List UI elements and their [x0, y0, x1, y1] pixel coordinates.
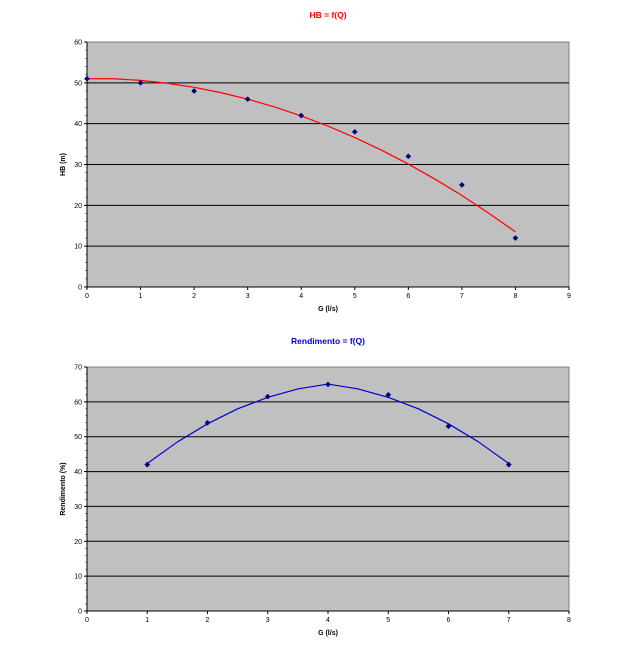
data-point [244, 96, 251, 103]
y-tick-label: 0 [78, 609, 82, 616]
x-tick-label: 4 [299, 293, 303, 300]
x-tick-label: 1 [139, 293, 143, 300]
data-point [84, 75, 90, 82]
x-tick-label: 1 [145, 617, 149, 624]
data-point [445, 423, 452, 430]
x-tick-label: 5 [353, 293, 357, 300]
data-point [325, 381, 331, 388]
x-axis-label: G (l/s) [318, 306, 338, 313]
chart-hb: HB = f(Q) 0 10 20 30 40 50 60 0 1 2 3 4 5 6 7 8 9 G (l/s) H… [0, 0, 636, 320]
data-point [144, 461, 151, 468]
y-axis-label: Rendimento (%) [60, 462, 67, 515]
x-tick-label: 8 [567, 617, 571, 624]
x-tick-label: 2 [206, 617, 210, 624]
y-tick-label: 60 [74, 40, 82, 47]
data-point [137, 79, 144, 86]
data-point [385, 391, 392, 398]
x-tick-label: 6 [406, 293, 410, 300]
data-point [351, 128, 358, 135]
data-point [505, 461, 512, 468]
x-tick-label: 7 [460, 293, 464, 300]
y-tick-label: 30 [74, 162, 82, 169]
y-tick-label: 20 [74, 539, 82, 546]
chart-title: Rendimento = f(Q) [291, 336, 365, 346]
x-axis-label: G (l/s) [318, 630, 338, 637]
y-tick-label: 60 [74, 399, 82, 406]
data-point [405, 153, 412, 160]
chart-rendimento-svg: Rendimento = f(Q) 0 10 20 30 40 50 60 70 0 1 2 3 4 5 6 7… [60, 336, 571, 637]
x-tick-label: 3 [266, 617, 270, 624]
x-tick-label: 6 [447, 617, 451, 624]
x-tick-label: 9 [567, 293, 571, 300]
y-tick-label: 40 [74, 469, 82, 476]
x-tick-label: 0 [85, 293, 89, 300]
x-tick-label: 0 [85, 617, 89, 624]
y-tick-label: 20 [74, 203, 82, 210]
plot-area [86, 366, 570, 612]
y-tick-label: 10 [74, 574, 82, 581]
x-tick-label: 4 [326, 617, 330, 624]
chart-rendimento: Rendimento = f(Q) 0 10 20 30 40 50 60 70 0 1 2 3 4 5 6 7… [0, 326, 636, 667]
data-point [264, 393, 271, 400]
data-point [458, 181, 465, 188]
x-tick-label: 5 [386, 617, 390, 624]
y-tick-label: 10 [74, 244, 82, 251]
data-point [191, 88, 198, 94]
y-tick-label: 70 [74, 365, 82, 372]
y-tick-label: 50 [74, 80, 82, 87]
x-tick-label: 7 [507, 617, 511, 624]
y-tick-label: 50 [74, 434, 82, 441]
chart-hb-svg: HB = f(Q) 0 10 20 30 40 50 60 0 1 2 3 4 5 6 7 8 9 G (l/s) H… [60, 10, 571, 313]
data-point [512, 235, 519, 241]
y-tick-label: 30 [74, 504, 82, 511]
y-axis-label: HB (m) [60, 153, 67, 176]
x-tick-label: 3 [246, 293, 250, 300]
y-tick-label: 0 [78, 285, 82, 292]
y-tick-label: 40 [74, 121, 82, 128]
chart-title: HB = f(Q) [309, 10, 346, 20]
x-tick-label: 2 [192, 293, 196, 300]
x-tick-label: 8 [513, 293, 517, 300]
data-point [204, 419, 211, 426]
data-point [298, 112, 305, 119]
